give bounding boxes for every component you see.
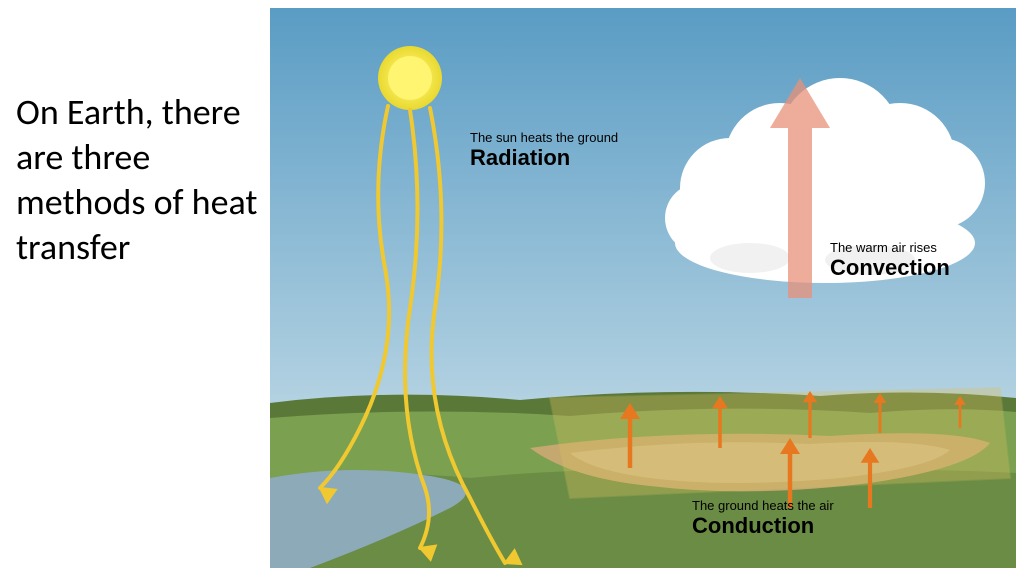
sun-icon <box>378 46 442 110</box>
radiation-title: Radiation <box>470 145 618 171</box>
slide-root: On Earth, there are three methods of hea… <box>0 0 1024 576</box>
text-column: On Earth, there are three methods of hea… <box>0 0 270 576</box>
heat-transfer-diagram: The sun heats the ground Radiation The w… <box>270 8 1016 568</box>
convection-title: Convection <box>830 255 950 281</box>
convection-label: The warm air rises Convection <box>830 240 950 281</box>
conduction-title: Conduction <box>692 513 834 539</box>
radiation-label: The sun heats the ground Radiation <box>470 130 618 171</box>
diagram-svg <box>270 8 1016 568</box>
conduction-caption: The ground heats the air <box>692 498 834 513</box>
radiation-caption: The sun heats the ground <box>470 130 618 145</box>
convection-caption: The warm air rises <box>830 240 950 255</box>
conduction-slab <box>550 388 1010 498</box>
intro-text: On Earth, there are three methods of hea… <box>16 90 260 270</box>
conduction-label: The ground heats the air Conduction <box>692 498 834 539</box>
